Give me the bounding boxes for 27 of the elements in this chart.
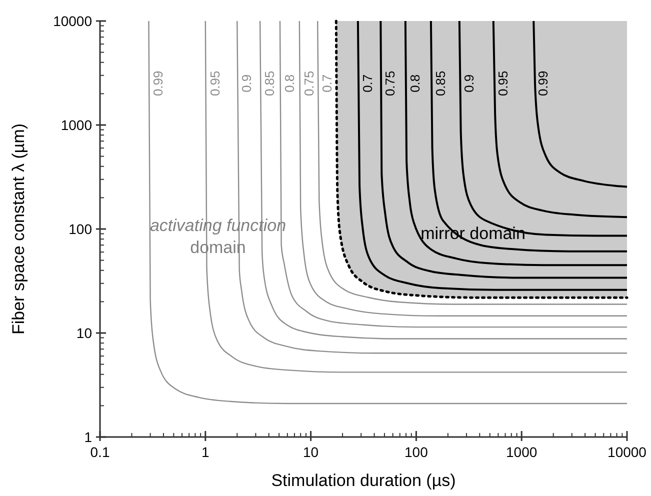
text: 0.95 [495, 70, 510, 96]
x-tick-label: 1 [202, 444, 210, 460]
x-tick-label: 0.1 [90, 444, 110, 460]
y-tick-label: 10 [76, 325, 92, 341]
y-tick-label: 1000 [60, 117, 92, 133]
text: 0.85 [262, 70, 278, 96]
text: 0.8 [407, 74, 422, 92]
x-tick-label: 1000 [506, 444, 538, 460]
text: 0.95 [207, 70, 222, 96]
x-tick-label: 10 [303, 444, 319, 460]
text: 0.8 [282, 74, 297, 92]
text: 0.75 [301, 70, 316, 96]
x-tick-label: 10000 [608, 444, 647, 460]
y-tick-label: 100 [68, 221, 92, 237]
x-tick-label: 100 [404, 444, 428, 460]
text: 0.7 [320, 74, 335, 92]
text: 0.75 [382, 70, 398, 96]
text: 0.99 [150, 70, 166, 96]
text: 0.99 [536, 70, 551, 96]
text: 0.9 [239, 74, 254, 92]
y-axis-title: Fiber space constant λ (µm) [9, 123, 28, 335]
y-tick-label: 10000 [53, 13, 92, 29]
text: 0.85 [432, 70, 448, 96]
y-tick-label: 1 [84, 429, 92, 445]
x-axis-title: Stimulation duration (µs) [271, 471, 456, 490]
text: 0.7 [360, 74, 375, 92]
text: 0.9 [461, 74, 476, 92]
